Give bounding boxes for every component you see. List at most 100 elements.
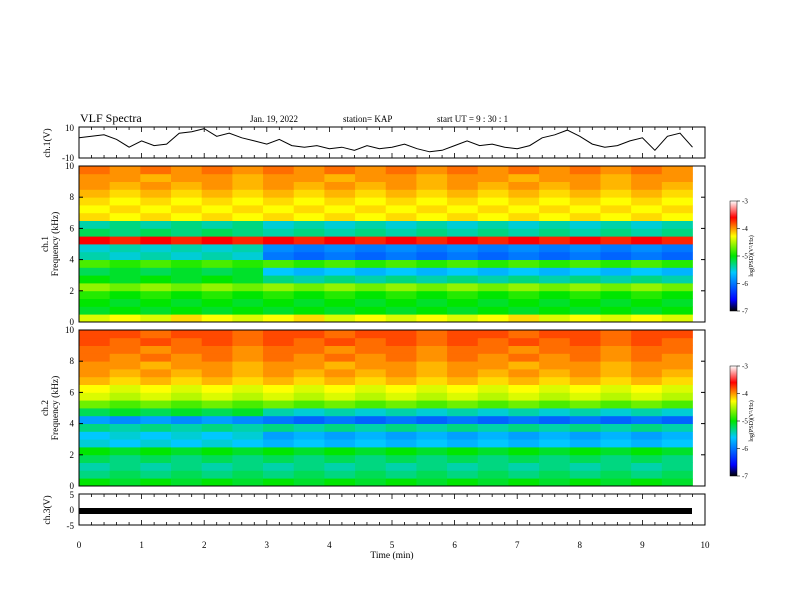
spectrogram-cell [201, 251, 233, 260]
spectrogram-cell [661, 220, 693, 229]
spectrogram-cell [569, 259, 601, 268]
spectrogram-cell [293, 447, 325, 456]
spectrogram-cell [447, 376, 479, 385]
spectrogram-cell [140, 353, 172, 362]
spectrogram-cell [171, 400, 203, 409]
spectrogram-cell [539, 290, 571, 299]
spectrogram-cell [569, 197, 601, 206]
spectrogram-cell [140, 298, 172, 307]
spectrogram-cell [109, 275, 141, 284]
spectrogram-cell [600, 173, 632, 182]
ch3-waveform-ticks [78, 494, 706, 525]
spectrogram-cell [201, 454, 233, 463]
spectrogram-cell [140, 415, 172, 424]
spectrogram-cell [201, 400, 233, 409]
spectrogram-cell [477, 236, 509, 245]
spectrogram-cell [569, 454, 601, 463]
spectrogram-cell [324, 384, 356, 393]
spectrogram-cell [631, 431, 663, 440]
spectrogram-cell [324, 244, 356, 253]
spectrogram-cell [79, 478, 111, 487]
ch3-waveform-ylabel: ch.3(V) [42, 495, 53, 524]
spectrogram-cell [416, 478, 448, 487]
spectrogram-cell [600, 275, 632, 284]
spectrogram-cell [600, 384, 632, 393]
spectrogram-cell [140, 275, 172, 284]
spectrogram-cell [569, 275, 601, 284]
spectrogram-cell [109, 166, 141, 175]
spectrogram-cell [263, 290, 295, 299]
spectrogram-cell [661, 408, 693, 417]
spectrogram-cell [109, 470, 141, 479]
spectrogram-cell [385, 376, 417, 385]
spectrogram-cell [416, 306, 448, 315]
spectrogram-cell [631, 415, 663, 424]
spectrogram-cell [447, 220, 479, 229]
spectrogram-cell [661, 439, 693, 448]
spectrogram-cell [661, 415, 693, 424]
spectrogram-cell [355, 470, 387, 479]
spectrogram-cell [263, 400, 295, 409]
spectrogram-cell [416, 220, 448, 229]
spectrogram-cell [447, 181, 479, 190]
spectrogram-cell [569, 353, 601, 362]
spectrogram-cell [416, 392, 448, 401]
figure-title: VLF Spectra [80, 111, 142, 125]
spectrogram-cell [600, 462, 632, 471]
spectrogram-cell [631, 337, 663, 346]
spectrogram-cell [232, 439, 264, 448]
spectrogram-cell [508, 173, 540, 182]
spectrogram-cell [631, 212, 663, 221]
spectrogram-cell [171, 431, 203, 440]
spectrogram-cell [569, 244, 601, 253]
ytick-label: 10 [65, 325, 75, 335]
spectrogram-cell [477, 283, 509, 292]
spectrogram-cell [508, 306, 540, 315]
spectrogram-cell [569, 283, 601, 292]
spectrogram-cell [569, 173, 601, 182]
spectrogram-cell [416, 259, 448, 268]
spectrogram-cell [201, 181, 233, 190]
spectrogram-cell [508, 447, 540, 456]
spectrogram-cell [477, 275, 509, 284]
spectrogram-cell [385, 267, 417, 276]
colorbar-tick-label: -5 [742, 253, 748, 261]
ch1-colorbar-gradient [729, 200, 738, 312]
spectrogram-cell [79, 392, 111, 401]
spectrogram-cell [661, 330, 693, 339]
spectrogram-cell [324, 415, 356, 424]
spectrogram-cell [324, 330, 356, 339]
spectrogram-cell [293, 166, 325, 175]
spectrogram-cell [416, 337, 448, 346]
spectrogram-cell [539, 298, 571, 307]
spectrogram-cell [631, 345, 663, 354]
spectrogram-cell [477, 369, 509, 378]
spectrogram-cell [201, 431, 233, 440]
spectrogram-cell [508, 330, 540, 339]
spectrogram-cell [385, 173, 417, 182]
ch2-spectrogram-yticks: 0 2 4 6 8 10 [65, 325, 705, 491]
spectrogram-cell [171, 462, 203, 471]
spectrogram-cell [355, 298, 387, 307]
spectrogram-cell [293, 251, 325, 260]
spectrogram-cell [355, 267, 387, 276]
spectrogram-cell [477, 423, 509, 432]
spectrogram-cell [661, 205, 693, 214]
spectrogram-cell [631, 197, 663, 206]
spectrogram-cell [293, 478, 325, 487]
spectrogram-cell [140, 384, 172, 393]
spectrogram-cell [232, 330, 264, 339]
spectrogram-cell [171, 181, 203, 190]
spectrogram-cell [447, 353, 479, 362]
spectrogram-cell [140, 330, 172, 339]
spectrogram-cell [79, 369, 111, 378]
spectrogram-cell [661, 283, 693, 292]
spectrogram-cell [232, 392, 264, 401]
spectrogram-cell [661, 275, 693, 284]
spectrogram-cell [385, 330, 417, 339]
ch2-colorbar-gradient [729, 365, 738, 477]
spectrogram-cell [416, 400, 448, 409]
spectrogram-cell [477, 353, 509, 362]
spectrogram-cell [355, 283, 387, 292]
spectrogram-cell [232, 415, 264, 424]
